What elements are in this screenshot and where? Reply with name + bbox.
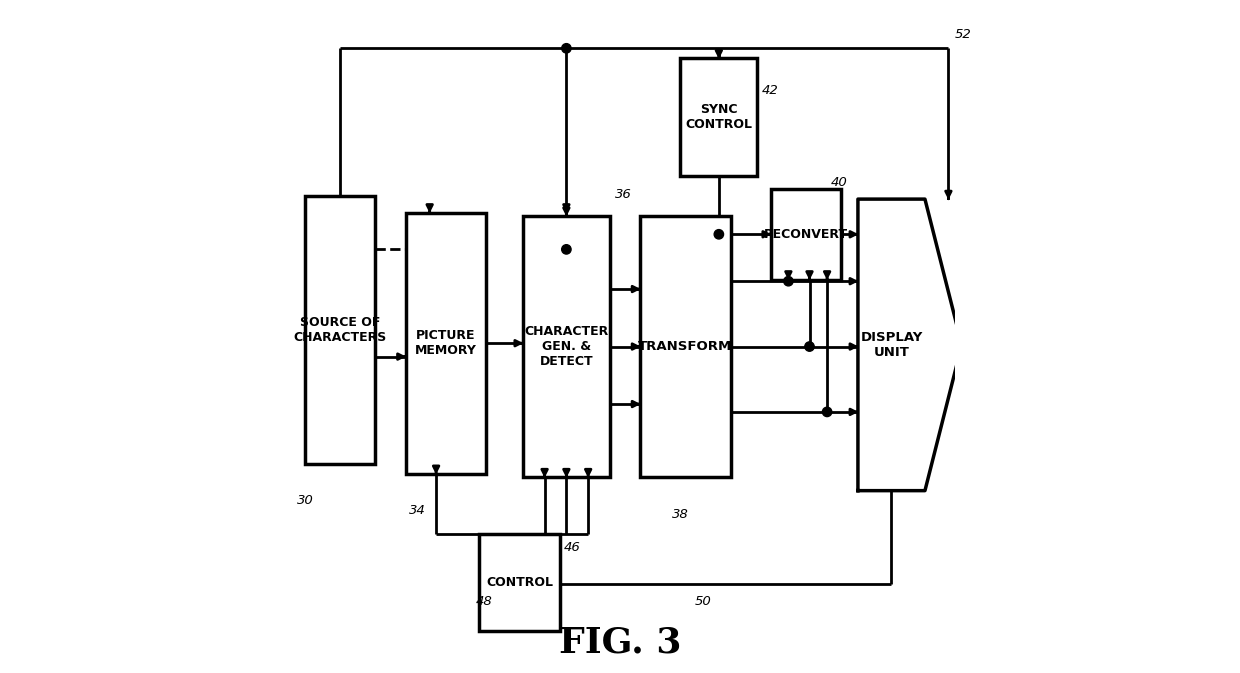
Bar <box>479 534 559 631</box>
Text: 38: 38 <box>672 507 688 521</box>
Text: 52: 52 <box>955 28 972 42</box>
Text: CHARACTER
GEN. &
DETECT: CHARACTER GEN. & DETECT <box>525 325 609 368</box>
Bar <box>640 216 730 477</box>
Bar <box>771 189 841 279</box>
Text: RECONVERT: RECONVERT <box>764 227 848 241</box>
Text: 50: 50 <box>694 595 712 608</box>
Text: SYNC
CONTROL: SYNC CONTROL <box>686 103 753 131</box>
Circle shape <box>805 342 815 351</box>
Text: CONTROL: CONTROL <box>486 576 553 590</box>
Text: SOURCE OF
CHARACTERS: SOURCE OF CHARACTERS <box>294 316 387 344</box>
Circle shape <box>562 245 572 254</box>
Text: 42: 42 <box>761 83 779 97</box>
Circle shape <box>714 229 724 239</box>
Text: FIG. 3: FIG. 3 <box>559 625 681 660</box>
Bar <box>305 196 376 464</box>
Polygon shape <box>858 199 962 491</box>
Text: PICTURE
MEMORY: PICTURE MEMORY <box>415 329 476 357</box>
Circle shape <box>822 407 832 417</box>
Text: TRANSFORM: TRANSFORM <box>639 340 733 353</box>
Bar <box>523 216 610 477</box>
Text: 48: 48 <box>476 595 492 608</box>
Bar <box>681 59 758 176</box>
Text: 40: 40 <box>831 176 848 189</box>
Text: 30: 30 <box>296 494 314 507</box>
Bar <box>405 213 486 474</box>
Text: DISPLAY
UNIT: DISPLAY UNIT <box>861 331 923 359</box>
Circle shape <box>784 277 794 286</box>
Text: 46: 46 <box>564 541 580 554</box>
Text: 34: 34 <box>409 504 425 518</box>
Circle shape <box>562 44 572 53</box>
Text: 36: 36 <box>615 188 632 201</box>
